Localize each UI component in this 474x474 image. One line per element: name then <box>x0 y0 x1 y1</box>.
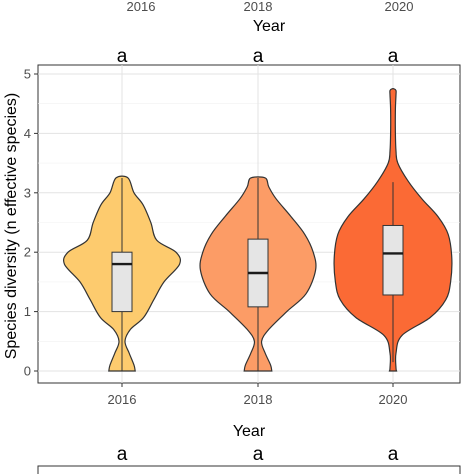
y-tick-label: 3 <box>24 185 31 200</box>
next-panel-top-edge <box>37 465 461 474</box>
x-tick-label-2016: 2016 <box>108 392 137 407</box>
x-axis-title: Year <box>233 423 266 440</box>
top-x-axis-title: Year <box>253 18 286 35</box>
y-axis-title: Species diversity (n effective species) <box>3 93 20 359</box>
top-tick-label-2018: 2018 <box>244 0 273 14</box>
box-2020 <box>382 224 404 296</box>
next-panel-significance-letter: a <box>388 444 399 465</box>
x-tick-label-2020: 2020 <box>379 392 408 407</box>
box-2016 <box>111 251 133 313</box>
next-panel-significance-letter: a <box>117 444 128 465</box>
next-panel-significance-letter: a <box>253 444 264 465</box>
y-tick-label: 4 <box>24 126 31 141</box>
box-plots <box>111 177 404 371</box>
significance-letter-2016: a <box>117 46 128 67</box>
y-tick-label: 0 <box>24 364 31 379</box>
y-axis: 0 1 2 3 4 5 <box>24 67 38 379</box>
x-tick-label-2018: 2018 <box>244 392 273 407</box>
top-tick-label-2016: 2016 <box>127 0 156 14</box>
top-tick-label-2020: 2020 <box>385 0 414 14</box>
significance-letter-2018: a <box>253 46 264 67</box>
significance-letter-2020: a <box>388 46 399 67</box>
x-axis: 2016 2018 2020 <box>108 383 408 407</box>
y-tick-label: 2 <box>24 245 31 260</box>
y-tick-label: 1 <box>24 304 31 319</box>
y-tick-label: 5 <box>24 67 31 82</box>
